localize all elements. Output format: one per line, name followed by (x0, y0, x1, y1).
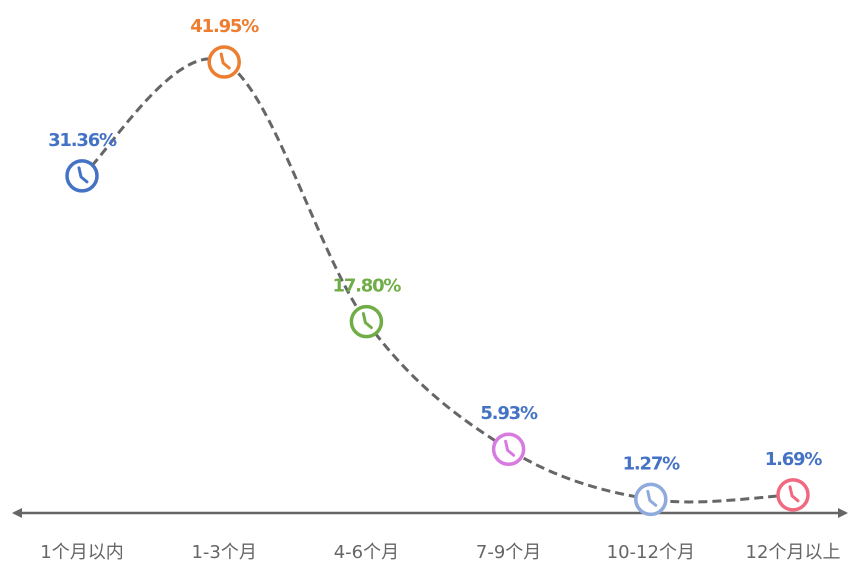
marker (776, 478, 810, 512)
marker (634, 482, 668, 517)
x-tick-label: 7-9个月 (476, 542, 541, 563)
marker (207, 45, 241, 79)
clock-hands (646, 489, 658, 507)
marker (349, 304, 384, 339)
x-tick-label: 12个月以上 (746, 542, 841, 563)
value-label: 1.69% (765, 449, 823, 470)
marker (65, 159, 99, 193)
line (81, 57, 794, 504)
clock-hands (219, 52, 231, 70)
value-label: 1.27% (623, 453, 681, 474)
value-label: 41.95% (190, 16, 259, 37)
value-label: 5.93% (480, 403, 538, 424)
x-tick-label: 4-6个月 (334, 542, 399, 563)
marker (491, 432, 526, 466)
x-tick-label: 10-12个月 (607, 542, 695, 563)
value-label: 31.36% (48, 130, 117, 151)
value-label: 17.80% (333, 276, 402, 297)
clock-hands (361, 312, 373, 330)
x-tick-label: 1-3个月 (191, 542, 256, 563)
clock-hands (504, 439, 516, 457)
clock-hands (77, 166, 89, 184)
x-tick-label: 1个月以内 (40, 542, 123, 563)
clock-hands (788, 485, 800, 503)
